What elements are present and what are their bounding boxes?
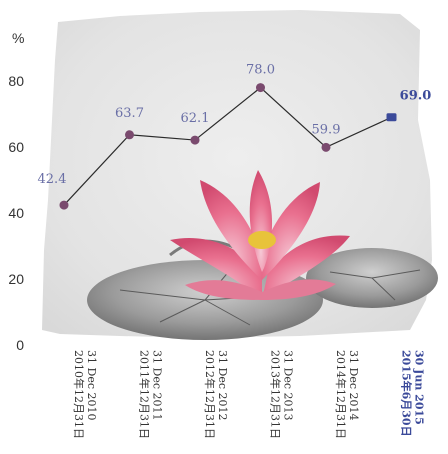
data-label: 59.9 (312, 122, 341, 137)
x-tick-label-en: 31 Dec 2013 (282, 350, 295, 420)
y-tick-label: 0 (16, 337, 24, 353)
x-tick-label-zh: 2015年6月30日 (400, 350, 414, 437)
data-label: 69.0 (400, 88, 432, 103)
x-tick-label-zh: 2010年12月31日 (72, 350, 86, 439)
data-point (59, 200, 69, 210)
data-point (256, 83, 265, 93)
x-tick-label-zh: 2011年12月31日 (138, 350, 152, 439)
y-unit-label: % (12, 30, 25, 46)
x-tick-label-zh: 2014年12月31日 (334, 350, 348, 439)
lotus-flower-illustration (170, 170, 350, 300)
x-tick-label-en: 31 Dec 2011 (151, 350, 164, 420)
x-tick-label-en: 31 Dec 2012 (216, 350, 229, 420)
data-point (321, 142, 331, 152)
data-label: 63.7 (115, 106, 144, 121)
y-tick-label: 20 (8, 271, 24, 287)
x-tick-label-en: 30 Jun 2015 (413, 350, 426, 425)
series-line (63, 86, 392, 206)
y-tick-label: 80 (8, 73, 24, 89)
x-tick-label-zh: 2012年12月31日 (203, 350, 217, 439)
data-point (125, 130, 134, 140)
data-point (190, 135, 200, 145)
x-tick-label-zh: 2013年12月31日 (269, 350, 283, 439)
data-point (386, 113, 397, 122)
data-label: 62.1 (181, 111, 210, 126)
data-label: 42.4 (38, 172, 67, 187)
x-tick-label-en: 31 Dec 2010 (85, 350, 98, 420)
data-label: 78.0 (246, 63, 275, 78)
x-tick-label-en: 31 Dec 2014 (347, 350, 360, 420)
y-tick-label: 60 (8, 139, 24, 155)
y-tick-label: 40 (8, 205, 24, 221)
